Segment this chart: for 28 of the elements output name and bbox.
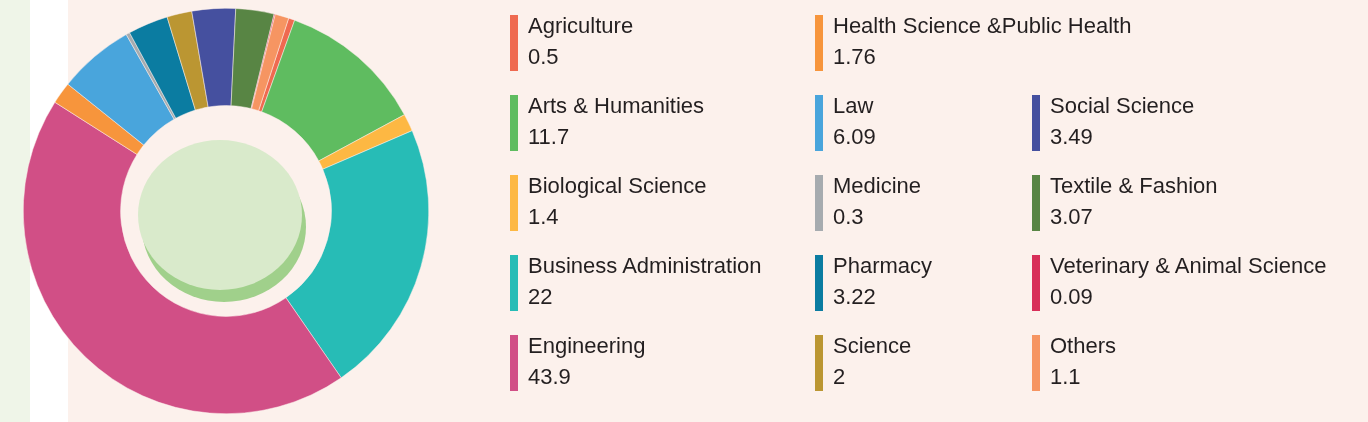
- data-label: 6.09: [833, 123, 876, 151]
- data-label: 1.1: [1050, 363, 1082, 391]
- legend-label: Health Science &Public Health: [833, 12, 1132, 40]
- legend-label: Social Science: [1050, 92, 1195, 120]
- legend-label: Business Administration: [528, 252, 762, 280]
- legend-label: Veterinary & Animal Science: [1050, 252, 1327, 280]
- legend-label: Engineering: [528, 332, 646, 360]
- data-label: 11.7: [528, 123, 571, 151]
- legend-label: Pharmacy: [833, 252, 933, 280]
- legend-label: Biological Science: [528, 172, 707, 200]
- data-label: 22: [528, 283, 554, 311]
- data-label: 3.07: [1050, 203, 1094, 231]
- data-label: 0.3: [833, 203, 865, 231]
- legend-label: Agriculture: [528, 12, 634, 40]
- data-label: 1.4: [528, 203, 560, 231]
- legend-label: Others: [1050, 332, 1117, 360]
- data-label: 0.09: [1050, 283, 1094, 311]
- legend-label: Arts & Humanities: [528, 92, 705, 120]
- legend-label: Textile & Fashion: [1050, 172, 1218, 200]
- data-label: 2: [833, 363, 847, 391]
- data-label: 0.5: [528, 43, 560, 71]
- data-label: 1.76: [833, 43, 877, 71]
- data-label: 3.22: [833, 283, 877, 311]
- legend-label: Science: [833, 332, 912, 360]
- data-label: 43.9: [528, 363, 572, 391]
- data-label: 3.49: [1050, 123, 1094, 151]
- legend-label: Law: [833, 92, 875, 120]
- legend-label: Medicine: [833, 172, 922, 200]
